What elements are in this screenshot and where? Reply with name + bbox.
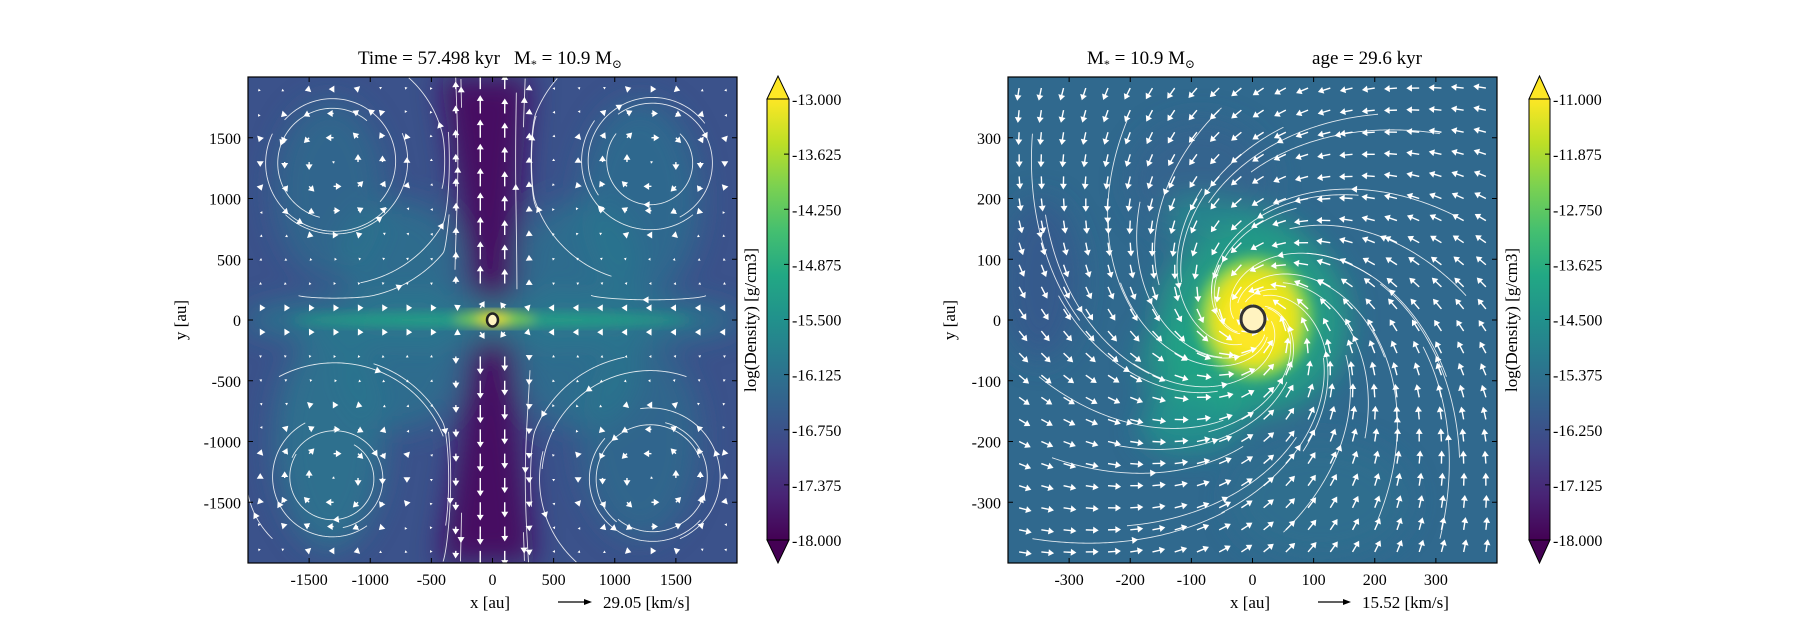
sink-particle — [487, 314, 498, 327]
left-x-label: x [au] — [470, 593, 510, 612]
colorbar-extend-max — [767, 76, 789, 99]
y-tick-label: -1000 — [204, 435, 241, 452]
y-tick-label: -100 — [972, 374, 1001, 391]
quiver-key-arrowhead — [1343, 599, 1351, 605]
right-colorbar-label: log(Density) [g/cm3] — [1502, 248, 1521, 392]
right-x-label: x [au] — [1230, 593, 1270, 612]
x-tick-label: -300 — [1054, 572, 1083, 589]
colorbar-tick-label: -11.875 — [1553, 147, 1602, 164]
colorbar-tick-label: -13.625 — [1553, 257, 1602, 274]
x-tick-label: -200 — [1116, 572, 1145, 589]
colorbar-tick-label: -16.750 — [792, 423, 841, 440]
x-tick-label: 0 — [489, 572, 497, 589]
colorbar-tick-label: -18.000 — [1553, 533, 1602, 550]
colorbar-tick-label: -15.500 — [792, 313, 841, 330]
colorbar-tick-label: -15.375 — [1553, 368, 1602, 385]
left-y-label: y [au] — [171, 300, 190, 340]
y-tick-label: 1500 — [209, 131, 241, 148]
x-tick-label: 1000 — [599, 572, 631, 589]
y-tick-label: 500 — [217, 252, 241, 269]
right-y-label: y [au] — [940, 300, 959, 340]
x-tick-label: 100 — [1302, 572, 1326, 589]
x-tick-label: -100 — [1177, 572, 1206, 589]
y-tick-label: 300 — [977, 131, 1001, 148]
colorbar-tick-label: -14.250 — [792, 202, 841, 219]
y-tick-label: 200 — [977, 192, 1001, 209]
colorbar-extend-max — [1529, 76, 1550, 99]
x-tick-label: -1000 — [352, 572, 389, 589]
colorbar-tick-label: -12.750 — [1553, 202, 1602, 219]
x-tick-label: -500 — [417, 572, 446, 589]
x-tick-label: 500 — [542, 572, 566, 589]
sink-particle — [1241, 306, 1265, 332]
left-density-map — [242, 71, 742, 569]
y-tick-label: -200 — [972, 435, 1001, 452]
colorbar-tick-label: -14.875 — [792, 257, 841, 274]
right-title-age: age = 29.6 kyr — [1312, 48, 1423, 69]
colorbar-tick-label: -16.125 — [792, 368, 841, 385]
right-colorbar: -11.000 -11.875 -12.750 -13.625 -14.500 -15.3… — [1502, 76, 1602, 563]
quiver-key-arrowhead — [584, 599, 592, 605]
y-tick-label: -300 — [972, 495, 1001, 512]
colorbar-extend-min — [767, 540, 789, 563]
colorbar-tick-label: -11.000 — [1553, 92, 1602, 109]
right-panel: M* = 10.9 M⊙ age = 29.6 kyr — [940, 48, 1602, 612]
right-quiver-key: 15.52 [km/s] — [1318, 593, 1449, 612]
y-tick-label: -1500 — [204, 495, 241, 512]
colorbar-tick-label: -17.375 — [792, 478, 841, 495]
y-tick-label: 0 — [233, 313, 241, 330]
colorbar-tick-label: -18.000 — [792, 533, 841, 550]
colorbar-extend-min — [1529, 540, 1550, 563]
x-tick-label: 200 — [1363, 572, 1387, 589]
colorbar-tick-label: -17.125 — [1553, 478, 1602, 495]
left-quiver-key: 29.05 [km/s] — [558, 593, 690, 612]
colorbar-tick-label: -16.250 — [1553, 423, 1602, 440]
left-colorbar-label: log(Density) [g/cm3] — [741, 248, 760, 392]
right-title-mass: M* = 10.9 M⊙ — [1087, 48, 1195, 71]
colorbar-tick-label: -13.000 — [792, 92, 841, 109]
y-tick-label: -500 — [212, 374, 241, 391]
x-tick-label: -1500 — [290, 572, 327, 589]
x-tick-label: 300 — [1424, 572, 1448, 589]
y-tick-label: 0 — [993, 313, 1001, 330]
left-colorbar: -13.000 -13.625 -14.250 -14.875 -15.500 -16.1… — [741, 76, 841, 563]
x-tick-label: 0 — [1249, 572, 1257, 589]
quiver-key-label: 29.05 [km/s] — [603, 593, 690, 612]
y-tick-label: 100 — [977, 252, 1001, 269]
colorbar-tick-label: -14.500 — [1553, 313, 1602, 330]
right-density-map — [1000, 77, 1497, 563]
colorbar-tick-label: -13.625 — [792, 147, 841, 164]
x-tick-label: 1500 — [660, 572, 692, 589]
quiver-key-label: 15.52 [km/s] — [1362, 593, 1449, 612]
y-tick-label: 1000 — [209, 192, 241, 209]
